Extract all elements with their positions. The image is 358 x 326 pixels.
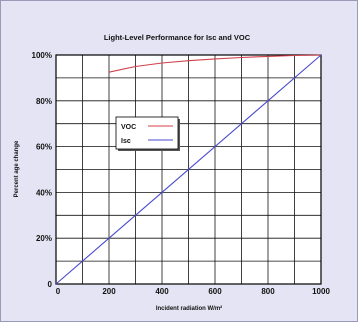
x-tick-label: 1000 xyxy=(312,287,330,296)
y-axis-label: Percent age change xyxy=(14,140,20,197)
chart-title: Light-Level Performance for Isc and VOC xyxy=(104,33,251,42)
x-tick-label: 800 xyxy=(261,287,275,296)
x-axis-label: Incident radiation W/m² xyxy=(156,305,222,312)
series-line-voc xyxy=(108,54,322,73)
y-tick-label: 80% xyxy=(36,97,52,106)
x-tick-label: 0 xyxy=(56,287,61,296)
y-tick-label: 60% xyxy=(36,143,52,152)
y-tick-label: 20% xyxy=(36,234,52,243)
chart: Light-Level Performance for Isc and VOC … xyxy=(14,33,331,312)
y-tick-label: 40% xyxy=(36,188,52,197)
x-tick-label: 600 xyxy=(208,287,222,296)
legend-label-isc: Isc xyxy=(121,138,131,145)
y-tick-label: 100% xyxy=(32,51,52,60)
x-tick-label: 200 xyxy=(102,287,116,296)
legend-label-voc: VOC xyxy=(121,124,136,131)
y-tick-label: 0 xyxy=(48,280,53,289)
x-tick-label: 400 xyxy=(155,287,169,296)
series-line-isc xyxy=(55,54,322,285)
plot-border xyxy=(55,54,322,285)
plot-area: 0 200 400 600 800 1000 0 20% 40% 60% 80% 100% VOC Isc xyxy=(32,51,331,296)
legend-box xyxy=(115,116,179,150)
